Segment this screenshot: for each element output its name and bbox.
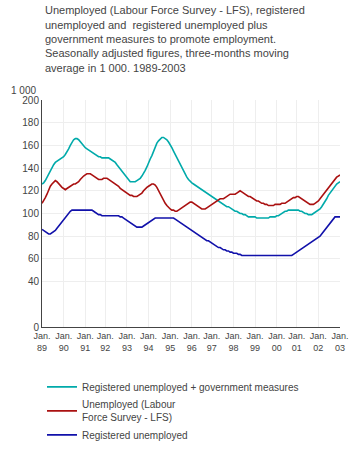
svg-text:Unemployed (Labour Force Surve: Unemployed (Labour Force Survey - LFS), … xyxy=(45,4,305,73)
svg-text:Jan.99: Jan.99 xyxy=(247,331,264,353)
svg-text:160: 160 xyxy=(22,140,39,151)
svg-text:Jan.92: Jan.92 xyxy=(97,331,114,353)
svg-text:Jan.95: Jan.95 xyxy=(162,331,179,353)
svg-text:200: 200 xyxy=(22,95,39,106)
svg-text:100: 100 xyxy=(22,208,39,219)
svg-text:Jan.00: Jan.00 xyxy=(268,331,285,353)
svg-text:Jan.89: Jan.89 xyxy=(33,331,50,353)
svg-text:140: 140 xyxy=(22,163,39,174)
svg-text:Jan.02: Jan.02 xyxy=(310,331,327,353)
svg-text:80: 80 xyxy=(28,231,40,242)
svg-text:Jan.91: Jan.91 xyxy=(77,331,94,353)
svg-text:40: 40 xyxy=(28,276,40,287)
svg-text:Registered unemployed: Registered unemployed xyxy=(82,430,188,441)
svg-text:120: 120 xyxy=(22,185,39,196)
svg-text:Jan.97: Jan.97 xyxy=(203,331,220,353)
svg-text:Unemployed (LabourForce Survey: Unemployed (LabourForce Survey - LFS) xyxy=(82,399,176,423)
svg-text:Jan.93: Jan.93 xyxy=(118,331,135,353)
svg-text:Jan.94: Jan.94 xyxy=(140,331,157,353)
svg-text:Jan.90: Jan.90 xyxy=(55,331,72,353)
svg-text:Registered unemployed + govern: Registered unemployed + government measu… xyxy=(82,382,299,393)
svg-text:Jan.03: Jan.03 xyxy=(331,331,348,353)
svg-text:1 000: 1 000 xyxy=(11,85,36,96)
svg-text:0: 0 xyxy=(33,322,39,333)
svg-text:Jan.96: Jan.96 xyxy=(183,331,200,353)
svg-text:60: 60 xyxy=(28,253,40,264)
svg-text:Jan.01: Jan.01 xyxy=(288,331,305,353)
svg-text:180: 180 xyxy=(22,117,39,128)
svg-text:Jan.98: Jan.98 xyxy=(225,331,242,353)
